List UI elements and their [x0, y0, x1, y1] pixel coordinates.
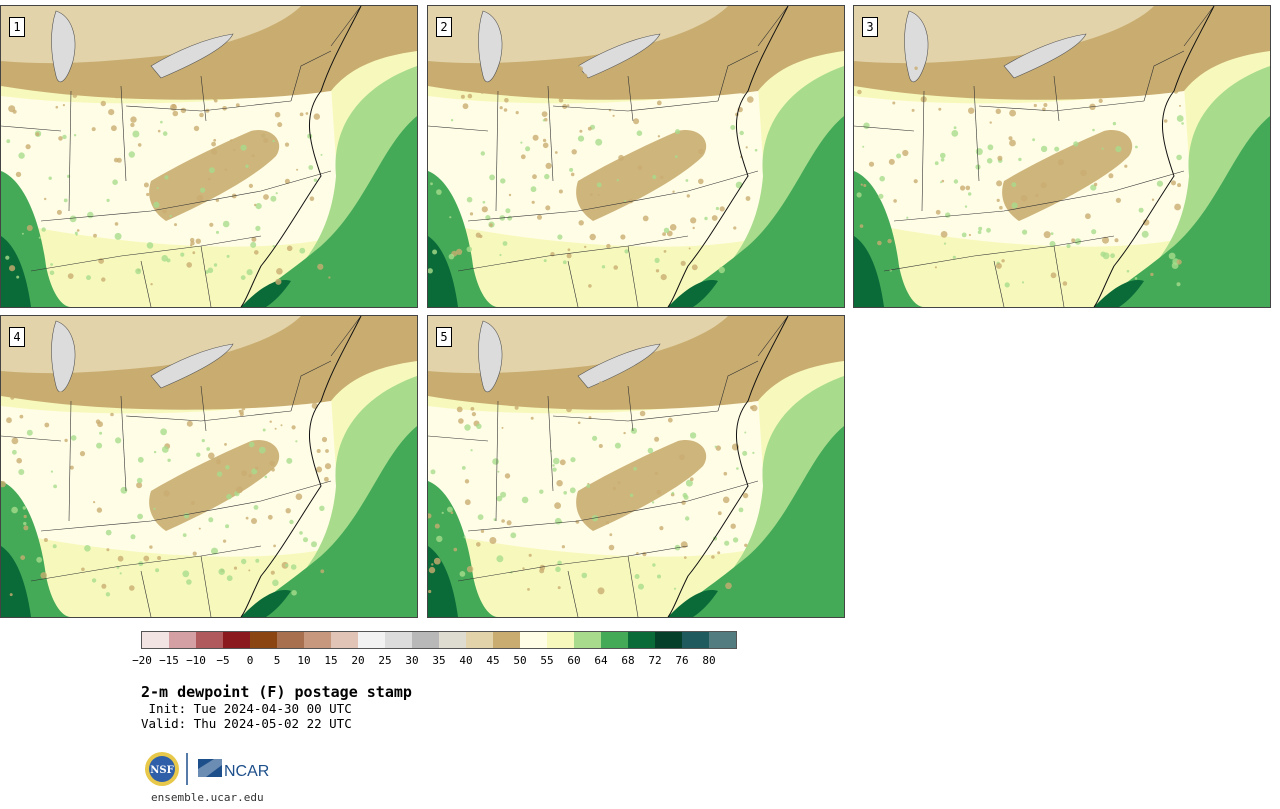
dewpoint-map-5 — [428, 316, 844, 617]
colorbar-tick-label: −15 — [159, 654, 179, 667]
colorbar-tick-label: −10 — [186, 654, 206, 667]
colorbar-tick-label: 20 — [351, 654, 365, 667]
dewpoint-map-4 — [1, 316, 417, 617]
colorbar-tick-label: 50 — [513, 654, 527, 667]
nsf-seal-icon: NSF — [145, 752, 179, 786]
nsf-ncar-logo-icon: NSF NCAR — [145, 752, 269, 786]
colorbar — [141, 631, 737, 649]
panel-number: 2 — [436, 17, 452, 37]
colorbar-swatch — [277, 632, 304, 648]
colorbar-tick-label: 45 — [486, 654, 500, 667]
svg-text:NSF: NSF — [150, 765, 173, 776]
colorbar-swatch — [250, 632, 277, 648]
colorbar-tick-label: 72 — [648, 654, 662, 667]
colorbar-swatch — [142, 632, 169, 648]
colorbar-tick-label: 30 — [405, 654, 419, 667]
map-panel-5: 5 — [427, 315, 845, 618]
colorbar-swatch — [709, 632, 736, 648]
map-panel-2: 2 — [427, 5, 845, 308]
colorbar-swatch — [304, 632, 331, 648]
colorbar-tick-label: 68 — [621, 654, 635, 667]
colorbar-tick-label: 40 — [459, 654, 473, 667]
colorbar-tick-label: 15 — [324, 654, 338, 667]
map-panel-4: 4 — [0, 315, 418, 618]
colorbar-swatch — [547, 632, 574, 648]
colorbar-tick-label: 10 — [297, 654, 311, 667]
colorbar-swatch — [358, 632, 385, 648]
colorbar-swatch — [493, 632, 520, 648]
colorbar-tick-label: −20 — [132, 654, 152, 667]
colorbar-tick-label: 25 — [378, 654, 392, 667]
colorbar-swatch — [682, 632, 709, 648]
colorbar-tick-label: 5 — [273, 654, 281, 667]
colorbar-swatch — [412, 632, 439, 648]
valid-time: Valid: Thu 2024-05-02 22 UTC — [141, 716, 352, 731]
colorbar-swatch — [196, 632, 223, 648]
page-title: 2-m dewpoint (F) postage stamp — [141, 683, 412, 701]
colorbar-swatch — [628, 632, 655, 648]
colorbar-tick-label: 55 — [540, 654, 554, 667]
map-panel-1: 1 — [0, 5, 418, 308]
colorbar-tick-label: 35 — [432, 654, 446, 667]
dewpoint-map-1 — [1, 6, 417, 307]
colorbar-tick-label: 76 — [675, 654, 689, 667]
map-panel-3: 3 — [853, 5, 1271, 308]
colorbar-swatch — [169, 632, 196, 648]
colorbar-swatch — [574, 632, 601, 648]
colorbar-swatch — [520, 632, 547, 648]
colorbar-swatch — [601, 632, 628, 648]
logo-block: NSF NCAR — [144, 751, 284, 787]
colorbar-swatch — [655, 632, 682, 648]
panel-number: 4 — [9, 327, 25, 347]
colorbar-tick-label: 80 — [702, 654, 716, 667]
colorbar-tick-label: 0 — [246, 654, 254, 667]
colorbar-swatch — [385, 632, 412, 648]
colorbar-tick-label: 60 — [567, 654, 581, 667]
site-url: ensemble.ucar.edu — [151, 791, 264, 804]
colorbar-swatch — [331, 632, 358, 648]
colorbar-swatch — [223, 632, 250, 648]
dewpoint-map-3 — [854, 6, 1270, 307]
init-time: Init: Tue 2024-04-30 00 UTC — [141, 701, 352, 716]
colorbar-tick-label: −5 — [216, 654, 230, 667]
dewpoint-map-2 — [428, 6, 844, 307]
ncar-logo-icon: NCAR — [198, 759, 269, 780]
svg-text:NCAR: NCAR — [224, 763, 269, 780]
panel-number: 1 — [9, 17, 25, 37]
colorbar-ticks: −20 −15 −10 −5 0 5 10 15 20 25 30 35 40 45 50 55 60 64 68 7… — [132, 654, 781, 668]
panel-number: 3 — [862, 17, 878, 37]
colorbar-swatch — [439, 632, 466, 648]
panel-number: 5 — [436, 327, 452, 347]
colorbar-swatch — [466, 632, 493, 648]
colorbar-tick-label: 64 — [594, 654, 608, 667]
